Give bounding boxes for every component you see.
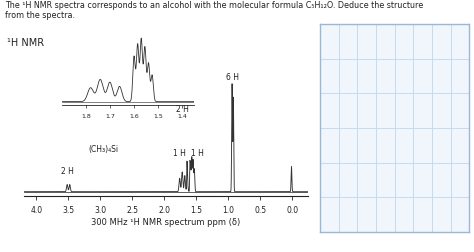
Text: (CH₃)₄Si: (CH₃)₄Si	[88, 144, 118, 153]
Text: The ¹H NMR spectra corresponds to an alcohol with the molecular formula C₅H₁₂O. : The ¹H NMR spectra corresponds to an alc…	[5, 1, 423, 10]
Text: from the spectra.: from the spectra.	[5, 11, 75, 20]
X-axis label: 300 MHz ¹H NMR spectrum ppm (δ): 300 MHz ¹H NMR spectrum ppm (δ)	[91, 217, 240, 226]
Text: 2 H: 2 H	[61, 167, 73, 176]
Text: ¹H NMR: ¹H NMR	[7, 38, 44, 48]
Text: 2 H: 2 H	[176, 104, 189, 113]
Text: 1 H: 1 H	[191, 148, 203, 157]
Text: 6 H: 6 H	[226, 73, 239, 82]
Text: 1 H: 1 H	[173, 148, 185, 157]
